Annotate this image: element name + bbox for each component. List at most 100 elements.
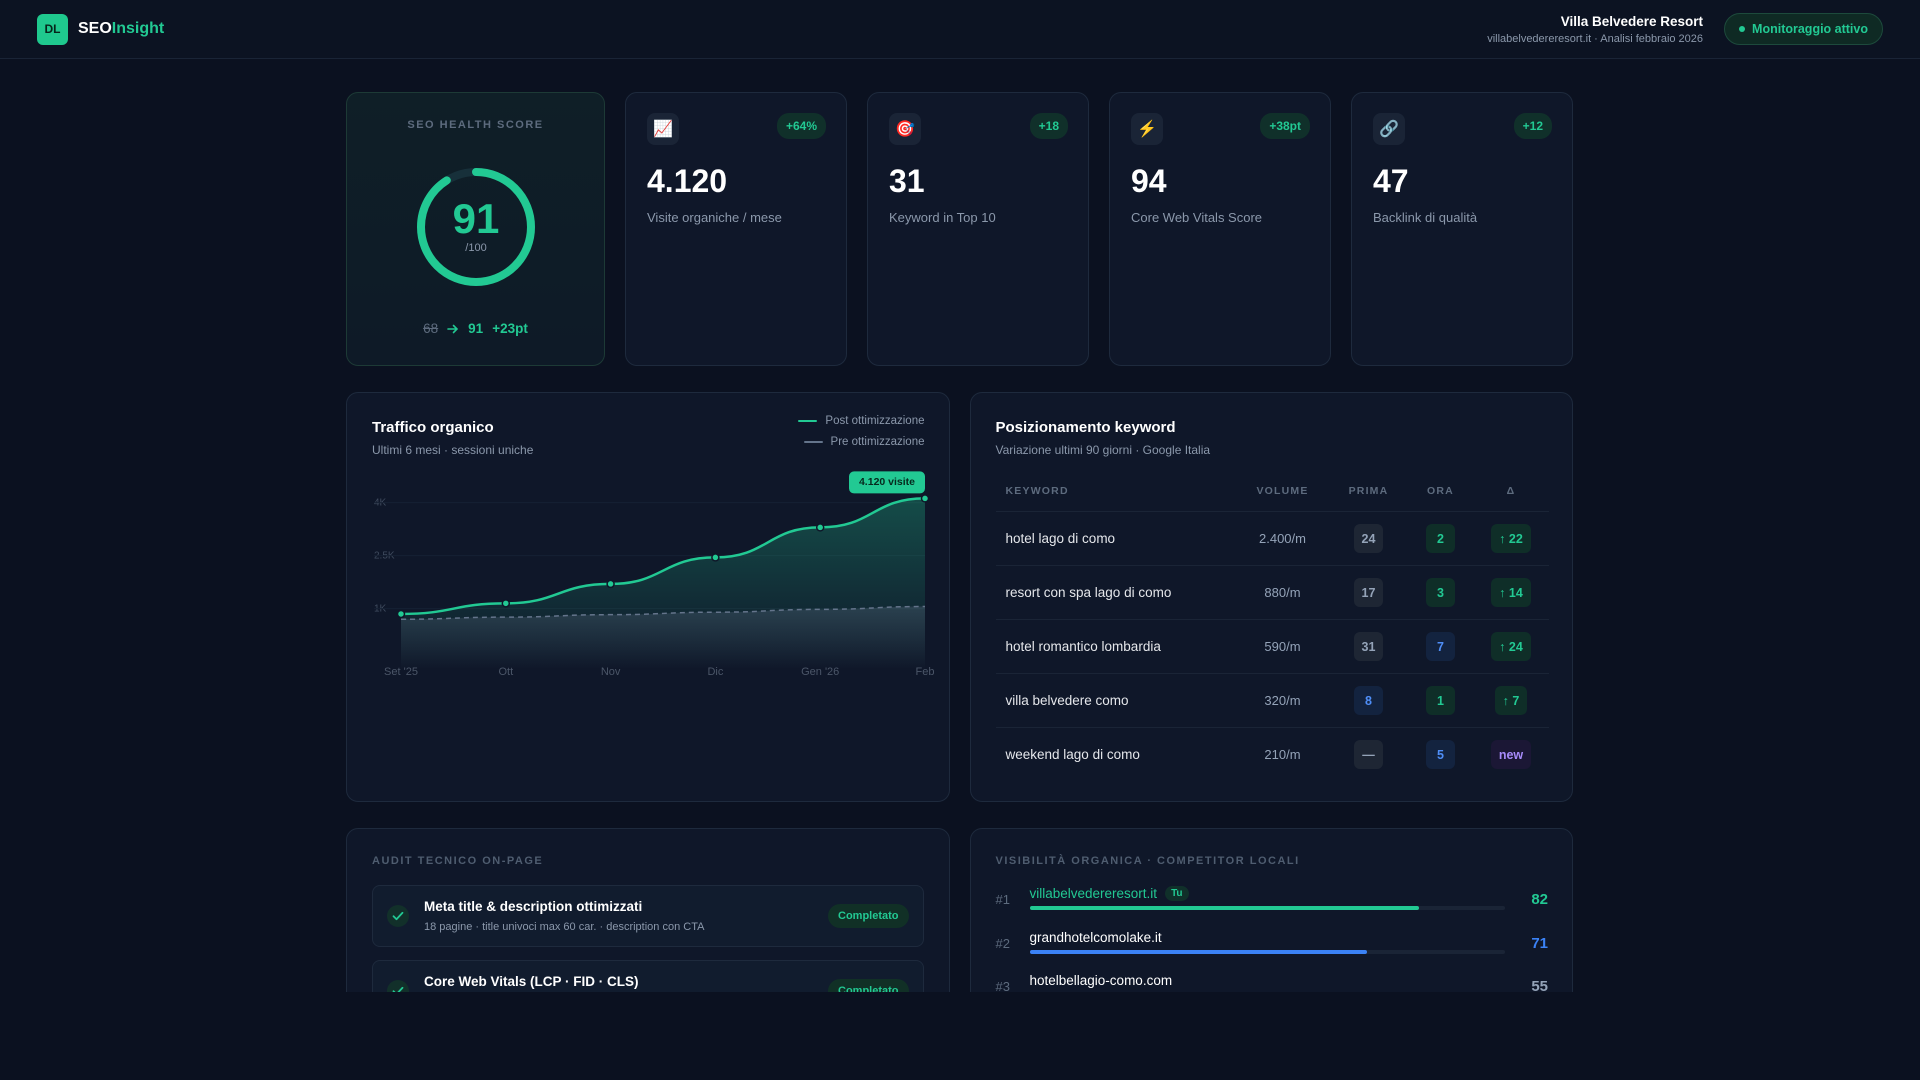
score-after: 91 (468, 321, 484, 336)
kpi-card: 🎯 +18 31 Keyword in Top 10 (867, 92, 1089, 366)
score-delta: +23pt (492, 321, 528, 336)
kpi-value: 94 (1131, 163, 1167, 199)
kpi-value: 31 (889, 163, 925, 199)
chart-subtitle: Ultimi 6 mesi · sessioni uniche (372, 443, 534, 457)
rank: #3 (995, 979, 1010, 992)
audit-status: Completato (828, 979, 909, 992)
kpi-badge: +12 (1513, 113, 1552, 139)
cell: 8 (1330, 686, 1408, 715)
check-icon (387, 905, 409, 927)
kpi-row: SEO HEALTH SCORE 91/100 68 91 +23pt 📈 +64% 4.12… (346, 92, 1573, 366)
score-before: 68 (423, 321, 439, 336)
column-header: Δ (1506, 485, 1516, 497)
main: SEO HEALTH SCORE 91/100 68 91 +23pt 📈 +64% 4.12… (346, 92, 1573, 992)
arrow-icon (447, 324, 459, 333)
column-header: VOLUME (1256, 485, 1309, 497)
audit-title: Core Web Vitals (LCP · FID · CLS) (424, 974, 639, 989)
legend-swatch (803, 441, 823, 443)
audit-item: Meta title & description ottimizzati 18 p… (372, 885, 924, 947)
cell: ↑ 22 (1474, 524, 1549, 553)
cell: 5 (1408, 740, 1474, 769)
position-now: 2 (1426, 524, 1455, 553)
point (396, 609, 406, 619)
keyword: weekend lago di como (1005, 747, 1140, 762)
competitor-panel: VISIBILITÀ ORGANICA · COMPETITOR LOCALI #… (969, 828, 1573, 992)
score: 71 (1531, 934, 1548, 952)
gauge-max: /100 (465, 242, 486, 254)
cell: new (1474, 740, 1549, 769)
table-row: hotel romantico lombardia 590/m 31 7 ↑ 24 (995, 620, 1549, 674)
check-mark (392, 911, 404, 921)
domain-line: grandhotelcomolake.it (1030, 930, 1162, 945)
kpi-icon: 🎯 (889, 113, 921, 145)
kpi-card: 🔗 +12 47 Backlink di qualità (1351, 92, 1573, 366)
volume: 590/m (1264, 639, 1301, 654)
health-change: 68 91 +23pt (347, 321, 604, 336)
brand-accent: Insight (111, 20, 165, 37)
header: DL SEOInsight Villa Belvedere Resort villab… (0, 0, 1920, 59)
cell: — (1330, 740, 1408, 769)
gauge-arc (417, 168, 535, 286)
point (711, 553, 720, 562)
keyword: hotel romantico lombardia (1005, 639, 1161, 654)
table-row: weekend lago di como 210/m — 5 new (996, 728, 1549, 781)
cell: ↑ 24 (1474, 632, 1549, 661)
competitor-row: #2 grandhotelcomolake.it 71 (996, 930, 1548, 970)
volume: 2.400/m (1259, 531, 1306, 546)
kpi-value: 47 (1373, 163, 1409, 199)
check-mark (392, 986, 404, 992)
competitor-row: #1 villabelvedereresort.it Tu 82 (996, 886, 1548, 926)
kpi-label: Visite organiche / mese (647, 210, 782, 225)
line (400, 605, 926, 621)
cell: 24 (1330, 524, 1408, 553)
legend-item: Post ottimizzazione (798, 415, 925, 427)
domain: hotelbellagio-como.com (1029, 973, 1173, 988)
value-label-box (849, 471, 925, 494)
domain: villabelvedereresort.it (1029, 886, 1158, 901)
score: 82 (1531, 891, 1548, 908)
position-delta: ↑ 22 (1491, 524, 1531, 553)
panel-row: AUDIT TECNICO ON-PAGE Meta title & descri… (346, 828, 1573, 992)
position-now: 7 (1426, 632, 1455, 661)
volume: 880/m (1264, 585, 1301, 600)
self-tag: Tu (1165, 886, 1189, 901)
section-title: AUDIT TECNICO ON-PAGE (372, 855, 544, 867)
position-delta: ↑ 24 (1491, 632, 1531, 661)
position-before: 24 (1354, 524, 1383, 553)
section-title: VISIBILITÀ ORGANICA · COMPETITOR LOCALI (995, 855, 1300, 867)
bar-track (1029, 949, 1505, 954)
traffic-panel: 1K 2.5K 4K Set '25 Ott Nov Dic Gen '26 Feb 4.120 … (346, 392, 950, 802)
position-before: 31 (1354, 632, 1383, 661)
client-name: Villa Belvedere Resort (1560, 13, 1704, 29)
health-label: SEO HEALTH SCORE (407, 119, 544, 131)
table-header: KEYWORD VOLUME PRIMA ORA Δ (995, 471, 1549, 512)
table-row: villa belvedere como 320/m 8 1 ↑ 7 (995, 674, 1549, 728)
client: Villa Belvedere Resort villabelvederereso… (1487, 14, 1703, 45)
gauge-score: 91 (453, 195, 500, 242)
status-text: Monitoraggio attivo (1752, 22, 1868, 36)
status-dot (1739, 26, 1746, 32)
domain-line: villabelvedereresort.it Tu (1030, 886, 1189, 901)
bar (1029, 949, 1367, 954)
point (501, 599, 511, 608)
domain-line: hotelbellagio-como.com (1030, 973, 1173, 988)
bar (1029, 906, 1419, 910)
cell: 3 (1408, 578, 1474, 607)
status-pill: Monitoraggio attivo (1724, 13, 1883, 45)
legend: Post ottimizzazione Pre ottimizzazione (798, 415, 925, 448)
check-bg (387, 980, 409, 992)
kpi-card: ⚡ +38pt 94 Core Web Vitals Score (1109, 92, 1331, 366)
kpi-icon: ⚡ (1131, 113, 1163, 145)
position-delta: ↑ 7 (1494, 686, 1528, 715)
cell: 7 (1408, 632, 1474, 661)
check-bg (387, 905, 409, 927)
arrow-shape (447, 324, 459, 333)
cell: 2 (1408, 524, 1474, 553)
kpi-label: Core Web Vitals Score (1131, 210, 1263, 225)
domain: grandhotelcomolake.it (1029, 929, 1162, 945)
line (400, 497, 926, 616)
table-row: hotel lago di como 2.400/m 24 2 ↑ 22 (995, 512, 1549, 566)
kpi-label: Backlink di qualità (1373, 210, 1478, 225)
